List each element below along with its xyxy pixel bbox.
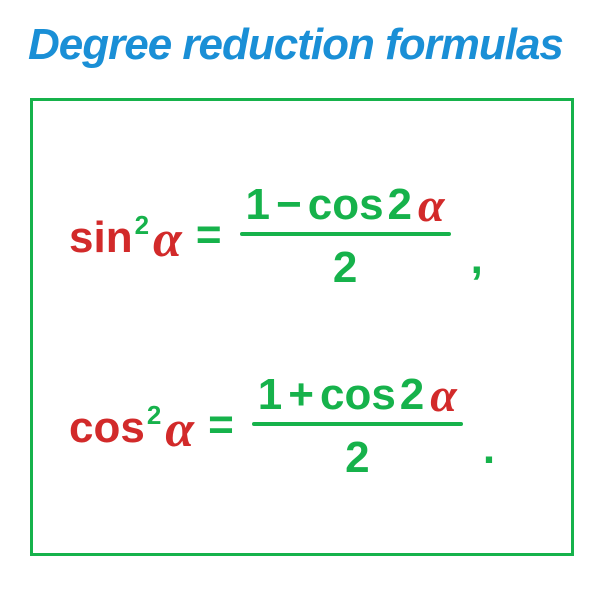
- coefficient-two: 2: [388, 183, 412, 227]
- alpha-symbol: α: [430, 372, 457, 420]
- numerator-one: 1: [258, 373, 282, 417]
- period: .: [483, 424, 495, 484]
- func-sin: sin: [69, 213, 133, 263]
- formula-sin: sin 2 α = 1 − cos 2 α 2 ,: [69, 176, 483, 294]
- numerator: 1 − cos 2 α: [240, 176, 451, 232]
- numerator: 1 + cos 2 α: [252, 366, 463, 422]
- formula-cos: cos 2 α = 1 + cos 2 α 2 .: [69, 366, 495, 484]
- fraction: 1 + cos 2 α 2: [252, 366, 463, 484]
- equals-sign: =: [208, 400, 234, 450]
- plus-sign: +: [288, 373, 314, 417]
- minus-sign: −: [276, 183, 302, 227]
- formula-box: sin 2 α = 1 − cos 2 α 2 , cos: [30, 98, 574, 556]
- cos-text: cos: [308, 183, 384, 227]
- lhs-cos: cos 2 α: [69, 396, 194, 455]
- coefficient-two: 2: [400, 373, 424, 417]
- numerator-one: 1: [246, 183, 270, 227]
- denominator: 2: [327, 236, 363, 294]
- equals-sign: =: [196, 210, 222, 260]
- page: Degree reduction formulas sin 2 α = 1 − …: [0, 0, 600, 600]
- lhs-sin: sin 2 α: [69, 206, 182, 265]
- alpha-symbol: α: [153, 210, 182, 269]
- exponent: 2: [147, 400, 161, 431]
- comma: ,: [471, 234, 483, 294]
- exponent: 2: [135, 210, 149, 241]
- cos-text: cos: [320, 373, 396, 417]
- page-title: Degree reduction formulas: [0, 0, 600, 70]
- func-cos: cos: [69, 403, 145, 453]
- fraction: 1 − cos 2 α 2: [240, 176, 451, 294]
- alpha-symbol: α: [418, 182, 445, 230]
- alpha-symbol: α: [165, 400, 194, 459]
- denominator: 2: [339, 426, 375, 484]
